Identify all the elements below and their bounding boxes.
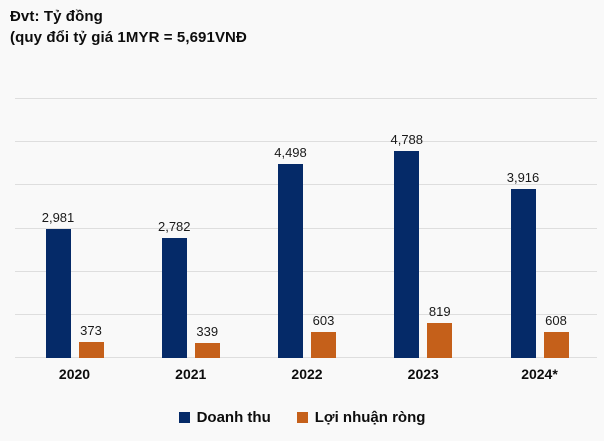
value-label-doanh-thu-2024*: 3,916 bbox=[506, 169, 540, 185]
value-label-doanh-thu-2022: 4,498 bbox=[274, 144, 307, 160]
x-axis-label-2022: 2022 bbox=[291, 366, 323, 382]
legend-label-doanh-thu: Doanh thu bbox=[196, 409, 271, 426]
gridline-6000 bbox=[15, 98, 597, 99]
chart-title-line1: Đvt: Tỷ đồng bbox=[10, 8, 103, 25]
value-label-loi-nhuan-rong-2022: 603 bbox=[312, 312, 335, 328]
bar-loi-nhuan-rong-2024* bbox=[543, 331, 569, 358]
gridline-2000 bbox=[15, 270, 597, 272]
bar-loi-nhuan-rong-2023 bbox=[427, 322, 453, 358]
gridline-1000 bbox=[15, 313, 597, 315]
gridline-3000 bbox=[15, 227, 597, 229]
value-label-loi-nhuan-rong-2024*: 608 bbox=[545, 312, 567, 328]
legend-label-loi-nhuan-rong: Lợi nhuận ròng bbox=[314, 409, 426, 426]
value-label-loi-nhuan-rong-2021: 339 bbox=[196, 324, 219, 340]
plot-area: 2,981 2,782 4,498 4,788 3,916 373 339 603 819 608 bbox=[15, 98, 597, 358]
bar-doanh-thu-2022 bbox=[278, 163, 303, 358]
legend-item-loi-nhuan-rong: Lợi nhuận ròng bbox=[296, 409, 426, 426]
x-axis-label-2023: 2023 bbox=[407, 366, 439, 382]
bar-doanh-thu-2024* bbox=[510, 188, 536, 358]
legend-item-doanh-thu: Doanh thu bbox=[178, 409, 271, 426]
bar-loi-nhuan-rong-2022 bbox=[311, 331, 336, 358]
value-label-doanh-thu-2020: 2,981 bbox=[41, 210, 75, 226]
x-axis-label-2020: 2020 bbox=[58, 366, 91, 382]
legend-swatch-doanh-thu-icon bbox=[178, 412, 190, 423]
chart-title: Đvt: Tỷ đồng (quy đổi tỷ giá 1MYR = 5,69… bbox=[10, 6, 247, 48]
gridline-4000 bbox=[15, 184, 597, 186]
value-label-loi-nhuan-rong-2020: 373 bbox=[80, 322, 102, 338]
bar-loi-nhuan-rong-2021 bbox=[194, 343, 220, 358]
legend: Doanh thu Lợi nhuận ròng bbox=[0, 409, 604, 426]
bar-doanh-thu-2023 bbox=[394, 151, 420, 358]
x-axis: 2020 2021 2022 2023 2024* bbox=[15, 366, 597, 384]
value-label-doanh-thu-2021: 2,782 bbox=[157, 218, 191, 234]
bar-doanh-thu-2020 bbox=[45, 229, 71, 358]
value-label-loi-nhuan-rong-2023: 819 bbox=[428, 303, 451, 319]
x-axis-label-2024: 2024* bbox=[521, 366, 558, 382]
gridline-0 bbox=[15, 357, 597, 358]
chart-title-line2: (quy đổi tỷ giá 1MYR = 5,691VNĐ bbox=[10, 29, 247, 46]
value-label-doanh-thu-2023: 4,788 bbox=[390, 132, 424, 148]
gridline-5000 bbox=[15, 141, 597, 143]
x-axis-label-2021: 2021 bbox=[175, 366, 207, 382]
bar-doanh-thu-2021 bbox=[161, 237, 187, 358]
legend-swatch-loi-nhuan-rong-icon bbox=[296, 412, 308, 423]
bar-loi-nhuan-rong-2020 bbox=[78, 341, 104, 358]
